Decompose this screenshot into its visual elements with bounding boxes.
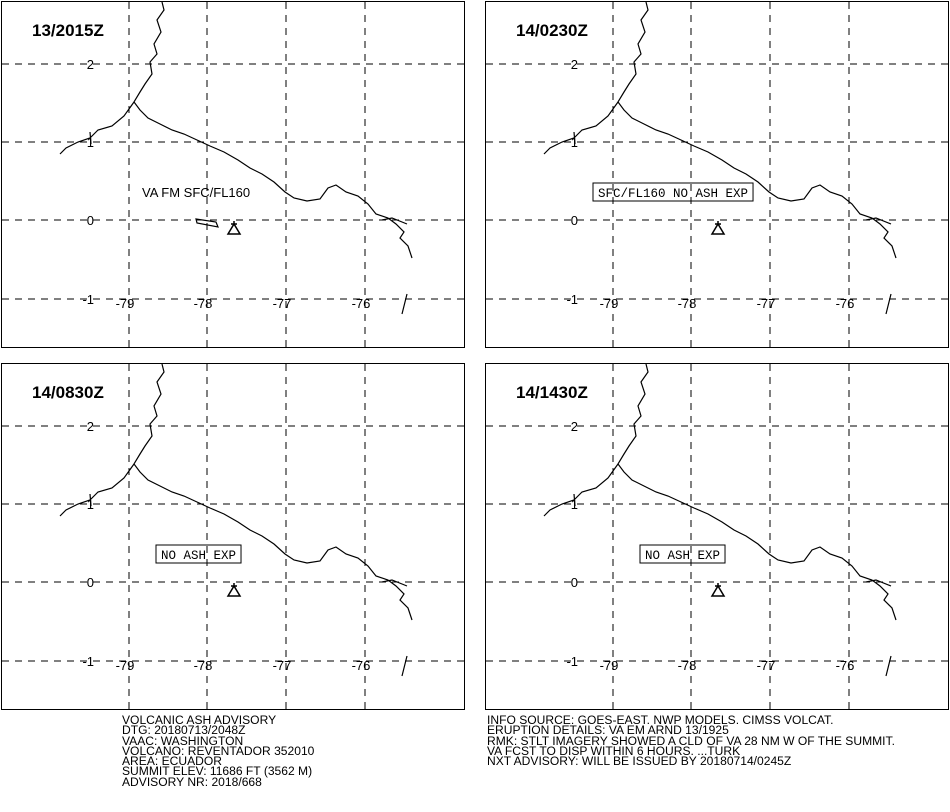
annotation: SFC/FL160 NO ASH EXP: [598, 187, 748, 201]
lon-label: -77: [757, 658, 776, 673]
footer-line: VA FCST TO DISP WITHIN 6 HOURS. ...TURK: [487, 745, 741, 758]
ash-cloud: [195, 218, 219, 228]
annotation: VA FM SFC/FL160: [142, 185, 250, 200]
coastline: [59, 2, 413, 315]
footer-line: ERUPTION DETAILS: VA EM ARND 13/1925: [487, 725, 729, 738]
lat-label: 1: [87, 135, 94, 150]
map-panel: 2 1 0 -1 -79 -78 -77 -76 13/2015Z VA FM SFC/FL160: [1, 1, 466, 349]
lat-label: 0: [571, 213, 578, 228]
lat-label: 1: [571, 497, 578, 512]
lon-label: -77: [273, 658, 292, 673]
time-label: 14/0830Z: [32, 383, 104, 402]
time-label: 14/0230Z: [516, 21, 588, 40]
map: 2 1 0 -1 -79 -78 -77 -76 14/0230Z SFC/FL160 NO AS…: [486, 2, 950, 349]
footer-line: VAAC: WASHINGTON: [122, 735, 244, 748]
volcano: [226, 221, 242, 235]
lat-label: -1: [82, 654, 94, 669]
lon-label: -76: [836, 658, 855, 673]
lat-label: 2: [87, 419, 94, 434]
time-label: 14/1430Z: [516, 383, 588, 402]
footer-line: SUMMIT ELEV: 11686 FT (3562 M): [122, 766, 313, 779]
lat-label: 0: [571, 575, 578, 590]
footer-left: VOLCANIC ASH ADVISORY DTG: 20180713/2048Z…: [122, 715, 314, 789]
lon-label: -78: [678, 296, 697, 311]
lon-label: -77: [757, 296, 776, 311]
lat-label: 1: [87, 497, 94, 512]
lon-label: -76: [836, 296, 855, 311]
footer-line: VOLCANIC ASH ADVISORY: [122, 715, 277, 727]
footer-line: DTG: 20180713/2048Z: [122, 725, 246, 738]
map-panel: 2 1 0 -1 -79 -78 -77 -76 14/0230Z SFC/FL160 NO AS…: [485, 1, 950, 349]
footer-line: VOLCANO: REVENTADOR 352010: [122, 745, 315, 758]
map-panel: 2 1 0 -1 -79 -78 -77 -76 14/1430Z NO ASH EXP: [485, 363, 950, 711]
lat-label: 0: [87, 213, 94, 228]
lon-label: -78: [194, 658, 213, 673]
lon-label: -78: [194, 296, 213, 311]
footer-line: NXT ADVISORY: WILL BE ISSUED BY 20180714…: [487, 756, 792, 769]
map: 2 1 0 -1 -79 -78 -77 -76 14/1430Z NO ASH EXP: [486, 364, 950, 711]
footer-line: AREA: ECUADOR: [122, 756, 222, 769]
lat-label: -1: [566, 654, 578, 669]
footer-line: ADVISORY NR: 2018/668: [122, 776, 262, 789]
map: 2 1 0 -1 -79 -78 -77 -76 14/0830Z NO ASH EXP: [2, 364, 466, 711]
lon-label: -79: [116, 658, 135, 673]
lat-label: -1: [82, 292, 94, 307]
annotation: NO ASH EXP: [161, 549, 236, 563]
lon-label: -76: [352, 658, 371, 673]
footer-line: RMK: STLT IMAGERY SHOWED A CLD OF VA 28 …: [487, 735, 895, 748]
lon-label: -79: [600, 658, 619, 673]
lon-label: -78: [678, 658, 697, 673]
volcano: [710, 221, 726, 235]
coastline: [543, 2, 897, 315]
volcano: [710, 583, 726, 597]
footer-right: INFO SOURCE: GOES-EAST. NWP MODELS. CIMS…: [487, 715, 895, 768]
lat-label: 1: [571, 135, 578, 150]
lon-label: -79: [116, 296, 135, 311]
lat-label: 0: [87, 575, 94, 590]
volcano: [226, 583, 242, 597]
time-label: 13/2015Z: [32, 21, 104, 40]
annotation-box: [639, 544, 726, 564]
footer-line: INFO SOURCE: GOES-EAST. NWP MODELS. CIMS…: [487, 715, 834, 727]
lon-label: -76: [352, 296, 371, 311]
lat-label: 2: [87, 57, 94, 72]
annotation: NO ASH EXP: [645, 549, 720, 563]
coastline: [543, 364, 897, 677]
lon-label: -77: [273, 296, 292, 311]
lat-label: 2: [571, 419, 578, 434]
lat-label: -1: [566, 292, 578, 307]
annotation-box: [592, 182, 754, 202]
annotation-box: [155, 544, 242, 564]
coastline: [59, 364, 413, 677]
map-panel: 2 1 0 -1 -79 -78 -77 -76 14/0830Z NO ASH EXP: [1, 363, 466, 711]
lon-label: -79: [600, 296, 619, 311]
lat-label: 2: [571, 57, 578, 72]
map: 2 1 0 -1 -79 -78 -77 -76 13/2015Z VA FM SFC/FL160: [2, 2, 466, 349]
